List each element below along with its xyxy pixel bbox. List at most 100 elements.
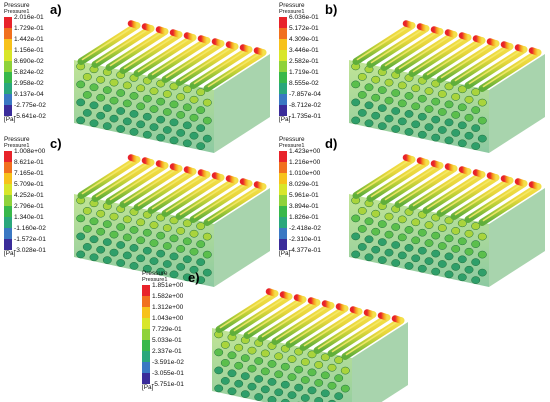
tube-end bbox=[196, 222, 206, 230]
tube-top bbox=[313, 311, 377, 354]
tube-inlet bbox=[363, 309, 377, 318]
tube-bundle-render bbox=[349, 154, 545, 287]
tube-end bbox=[247, 346, 257, 355]
tube-highlight bbox=[289, 305, 348, 344]
tube-end bbox=[96, 111, 106, 120]
tube-end bbox=[431, 267, 441, 276]
tube-top bbox=[464, 46, 528, 89]
tube-end bbox=[300, 376, 310, 384]
tube-inlet bbox=[239, 178, 253, 187]
colorbar-tick-label: -8.712e-02 bbox=[289, 102, 321, 109]
tube-inlet bbox=[402, 20, 416, 29]
tube-end bbox=[116, 259, 126, 267]
tube-end bbox=[397, 81, 407, 90]
tube-end bbox=[254, 357, 264, 365]
tube-end bbox=[471, 142, 481, 150]
legend-variable: Pressure1 bbox=[279, 143, 305, 149]
tube-highlight bbox=[356, 156, 415, 195]
colorbar-tick-label: 1.312e+00 bbox=[152, 304, 184, 311]
tube-end bbox=[444, 234, 454, 243]
colorbar-tick-label: 7.729e-01 bbox=[152, 326, 182, 333]
tube-end bbox=[457, 273, 467, 282]
tube-end bbox=[371, 245, 381, 254]
tube-end bbox=[189, 247, 199, 256]
tube-end bbox=[122, 251, 132, 260]
tube-bundle-render bbox=[212, 288, 408, 402]
colorbar-swatch bbox=[279, 217, 287, 228]
tube-top bbox=[189, 180, 253, 223]
tube-inlet bbox=[127, 20, 141, 29]
tube-end bbox=[437, 126, 447, 134]
tube-inlet bbox=[197, 35, 211, 44]
colorbar-tick-label: 5.961e-01 bbox=[289, 192, 319, 199]
tube-end bbox=[96, 75, 106, 84]
tube-end bbox=[122, 117, 132, 126]
colorbar-tick-label: 5.824e-02 bbox=[14, 69, 44, 76]
tube-end bbox=[260, 385, 270, 394]
tube-end bbox=[417, 112, 427, 121]
colorbar-tick-label: 8.690e-02 bbox=[14, 58, 44, 65]
colorbar-tick-label: 1.851e+00 bbox=[152, 282, 184, 289]
tube-end bbox=[162, 260, 172, 268]
tube-end bbox=[156, 133, 166, 142]
tube-end bbox=[320, 389, 330, 398]
tube-end bbox=[82, 243, 92, 251]
tube-end bbox=[240, 354, 250, 362]
tube-end bbox=[260, 349, 270, 358]
tube-highlight bbox=[482, 183, 541, 222]
tube-highlight bbox=[468, 46, 527, 85]
block-side-face bbox=[352, 322, 408, 402]
tube-end bbox=[149, 105, 159, 113]
tube-inlet bbox=[349, 306, 363, 315]
tube-end bbox=[176, 111, 186, 119]
tube-bundle-render bbox=[74, 20, 270, 153]
panel-a: Pressure Pressure1 2.016e-01 1.729e-01 1.4… bbox=[0, 0, 275, 153]
colorbar-swatch bbox=[142, 329, 150, 340]
tube-end bbox=[109, 230, 119, 239]
tube-end bbox=[444, 270, 454, 279]
tube-top bbox=[450, 177, 514, 220]
tube-end bbox=[334, 374, 344, 382]
tube-bundle-render bbox=[349, 20, 545, 153]
colorbar-swatch bbox=[279, 83, 287, 94]
tube-end bbox=[196, 106, 206, 114]
colorbar-swatch bbox=[4, 50, 12, 61]
block-side-face bbox=[214, 188, 270, 287]
tube-end bbox=[142, 112, 152, 121]
tube-end bbox=[280, 362, 290, 371]
colorbar-swatch bbox=[4, 61, 12, 72]
tube-end bbox=[444, 82, 454, 91]
tube-end bbox=[122, 99, 132, 108]
colorbar-tick-label: -1.572e-01 bbox=[14, 236, 46, 243]
tube-end bbox=[377, 122, 387, 130]
tube-inlet bbox=[486, 38, 500, 47]
tube-end bbox=[202, 98, 212, 107]
tube-end bbox=[176, 263, 186, 271]
tube-top bbox=[243, 296, 307, 339]
colorbar-swatch bbox=[142, 307, 150, 318]
tube-end bbox=[136, 120, 146, 129]
tube-highlight bbox=[468, 180, 527, 219]
tube-end bbox=[89, 119, 99, 128]
tube-highlight bbox=[317, 311, 376, 350]
tube-end bbox=[129, 262, 139, 270]
tube-end bbox=[457, 237, 467, 246]
tube-inlet bbox=[197, 169, 211, 178]
tube-inlet bbox=[416, 23, 430, 32]
tube-inlet bbox=[265, 288, 279, 297]
tube-end bbox=[142, 130, 152, 139]
tube-end bbox=[457, 103, 467, 112]
tube-end bbox=[102, 256, 112, 264]
tube-top bbox=[175, 43, 239, 86]
tube-end bbox=[169, 82, 179, 91]
tube-highlight bbox=[95, 159, 154, 198]
tube-end bbox=[351, 214, 361, 223]
tube-end bbox=[122, 215, 132, 224]
tube-highlight bbox=[219, 290, 278, 329]
tube-inlet bbox=[225, 175, 239, 184]
block-side-face bbox=[489, 54, 545, 153]
tube-end bbox=[397, 99, 407, 108]
colorbar-tick-label: 3.894e-01 bbox=[289, 203, 319, 210]
tube-end bbox=[391, 259, 401, 267]
tube-end bbox=[196, 276, 206, 284]
